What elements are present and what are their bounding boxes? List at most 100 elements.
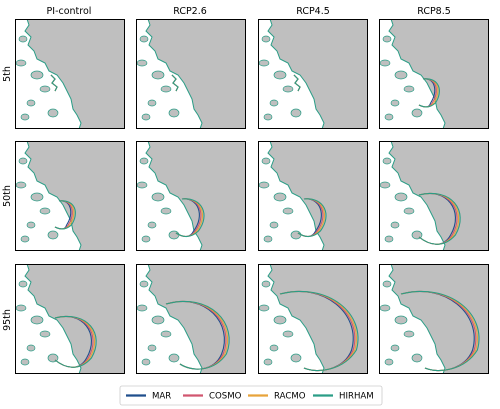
island bbox=[290, 108, 302, 118]
island bbox=[139, 280, 149, 288]
island bbox=[403, 207, 415, 215]
island bbox=[136, 304, 148, 312]
coastline bbox=[388, 19, 446, 129]
island bbox=[394, 192, 408, 202]
row-label-5th: 5th bbox=[2, 66, 13, 82]
island bbox=[263, 235, 273, 243]
front-line-hirham bbox=[50, 74, 58, 92]
coastline bbox=[24, 264, 82, 374]
front-line-hirham bbox=[293, 74, 301, 92]
panel-1-3 bbox=[379, 141, 489, 251]
island bbox=[261, 280, 271, 288]
island bbox=[394, 70, 408, 80]
island bbox=[263, 113, 273, 121]
island bbox=[139, 35, 149, 43]
island bbox=[18, 157, 28, 165]
island bbox=[384, 358, 394, 366]
island bbox=[411, 353, 423, 363]
front-line-hirham bbox=[54, 200, 76, 230]
island bbox=[269, 344, 279, 352]
panel-frame bbox=[379, 264, 489, 374]
panel-frame bbox=[15, 19, 125, 129]
island bbox=[411, 108, 423, 118]
island bbox=[258, 304, 270, 312]
legend-label-cosmo: COSMO bbox=[209, 392, 242, 402]
panel-frame bbox=[136, 141, 246, 251]
panel-0-2 bbox=[258, 19, 368, 129]
island bbox=[261, 35, 271, 43]
row-label-95th: 95th bbox=[2, 309, 13, 331]
row-label-50th: 50th bbox=[2, 185, 13, 207]
front-line-hirham bbox=[171, 74, 179, 92]
island bbox=[382, 280, 392, 288]
coastline bbox=[145, 264, 203, 374]
island bbox=[394, 315, 408, 325]
island bbox=[290, 230, 302, 240]
panel-frame bbox=[136, 264, 246, 374]
island bbox=[160, 85, 172, 93]
panel-1-1 bbox=[136, 141, 246, 251]
front-line-hirham bbox=[297, 198, 327, 238]
column-title-rcp85: RCP8.5 bbox=[417, 6, 451, 17]
legend-label-hirham: HIRHAM bbox=[339, 392, 374, 402]
island bbox=[168, 353, 180, 363]
island bbox=[168, 108, 180, 118]
island bbox=[141, 235, 151, 243]
island bbox=[261, 157, 271, 165]
panel-2-2 bbox=[258, 264, 368, 374]
island bbox=[141, 113, 151, 121]
island bbox=[20, 358, 30, 366]
front-line-hirham bbox=[400, 290, 480, 372]
island bbox=[26, 221, 36, 229]
coastline bbox=[388, 141, 446, 251]
island bbox=[384, 113, 394, 121]
column-title-pi-control: PI-control bbox=[47, 6, 92, 17]
island bbox=[403, 85, 415, 93]
island bbox=[30, 70, 44, 80]
island bbox=[147, 221, 157, 229]
island bbox=[384, 235, 394, 243]
coastline bbox=[145, 19, 203, 129]
island bbox=[151, 192, 165, 202]
island bbox=[30, 315, 44, 325]
island bbox=[26, 99, 36, 107]
island bbox=[15, 304, 27, 312]
panel-2-0 bbox=[15, 264, 125, 374]
island bbox=[168, 230, 180, 240]
front-line-hirham bbox=[54, 315, 97, 368]
panel-0-1 bbox=[136, 19, 246, 129]
island bbox=[269, 99, 279, 107]
panel-frame bbox=[258, 141, 368, 251]
island bbox=[47, 108, 59, 118]
island bbox=[273, 192, 287, 202]
island bbox=[151, 315, 165, 325]
panel-2-1 bbox=[136, 264, 246, 374]
panel-frame bbox=[258, 19, 368, 129]
island bbox=[273, 315, 287, 325]
island bbox=[20, 113, 30, 121]
panel-frame bbox=[379, 141, 489, 251]
column-title-rcp45: RCP4.5 bbox=[296, 6, 330, 17]
island bbox=[15, 59, 27, 67]
island bbox=[390, 221, 400, 229]
island bbox=[403, 330, 415, 338]
panel-frame bbox=[136, 19, 246, 129]
panel-1-0 bbox=[15, 141, 125, 251]
island bbox=[20, 235, 30, 243]
panel-frame bbox=[15, 141, 125, 251]
legend: MAR COSMO RACMO HIRHAM bbox=[119, 385, 383, 406]
island bbox=[136, 59, 148, 67]
panel-grid bbox=[15, 19, 489, 374]
island bbox=[390, 99, 400, 107]
island bbox=[290, 353, 302, 363]
island bbox=[273, 70, 287, 80]
island bbox=[39, 85, 51, 93]
front-line-hirham bbox=[165, 300, 230, 370]
coastline bbox=[267, 19, 325, 129]
panel-1-2 bbox=[258, 141, 368, 251]
island bbox=[379, 59, 391, 67]
panel-0-0 bbox=[15, 19, 125, 129]
legend-label-racmo: RACMO bbox=[274, 392, 306, 402]
island bbox=[151, 70, 165, 80]
